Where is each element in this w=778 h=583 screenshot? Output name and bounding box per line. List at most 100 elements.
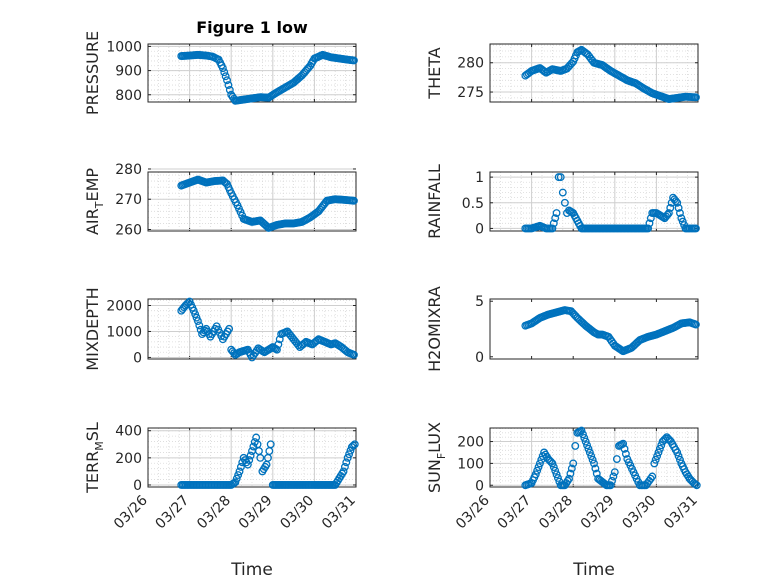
data-point [644,224,653,233]
data-point [654,448,663,457]
data-point [342,458,351,467]
data-point [232,474,241,483]
data-point [691,320,700,329]
axes-box [147,298,357,360]
axes-box [489,427,699,488]
data-point [676,209,684,217]
data-point [189,306,198,315]
data-point [266,440,275,449]
data-point [577,426,586,435]
data-point [349,196,358,205]
y-axis-label: PRESSURE [83,31,102,115]
data-point [673,198,682,207]
y-axis-label: H2OMIXRA [425,286,444,372]
axes-box [489,298,699,360]
data-point [591,464,600,473]
data-point [193,317,202,326]
data-point [581,437,590,446]
data-point [592,469,601,478]
x-tick-label: 03/29 [578,493,618,533]
y-tick-label: 0 [475,221,484,237]
x-tick-label: 03/31 [661,493,701,533]
y-tick-label: 200 [457,435,484,451]
y-axis-label: RAINFALL [425,164,444,239]
data-point [339,467,348,476]
y-tick-label: 0 [475,350,484,366]
data-point [549,463,558,471]
data-point [349,350,358,359]
x-tick-label: 03/28 [194,493,234,533]
data-point [648,472,657,481]
y-tick-label: 900 [115,64,142,80]
data-point [254,447,263,456]
y-tick-label: 800 [115,88,142,104]
y-axis-label: SUNFLUX [425,422,448,493]
y-tick-label: 2000 [106,298,142,314]
data-point [551,466,560,475]
data-point [663,210,672,219]
y-tick-label: 0.5 [462,196,484,212]
data-point [274,340,283,349]
x-axis-label-right: Time [572,560,615,580]
y-tick-label: 100 [457,456,484,472]
y-tick-label: 5 [475,294,484,310]
data-point [674,203,683,212]
x-tick-label: 03/31 [319,493,359,533]
data-point [691,224,700,233]
data-point [606,481,615,490]
data-point [221,72,230,81]
subplot-theta: 275 280 THETA [425,43,700,104]
data-point [218,64,227,73]
data-point [249,442,258,451]
data-point [248,447,256,456]
y-tick-label: 260 [115,222,142,238]
y-tick-label: 0 [133,350,142,366]
y-tick-label: 1000 [106,39,142,55]
data-point [225,324,234,333]
data-point [548,459,557,468]
y-axis-label: MIXDEPTH [83,287,102,370]
data-point [655,444,664,453]
data-point [653,452,662,461]
data-point [273,345,281,354]
data-point [534,463,543,471]
data-point [567,464,576,473]
data-point [691,93,700,102]
data-point [223,76,231,85]
y-tick-label: 270 [115,192,142,208]
data-point [691,480,700,489]
data-point [608,476,616,485]
x-tick-label: 03/27 [153,493,193,533]
data-point [191,310,200,319]
data-point [585,448,594,457]
x-axis-label-left: Time [230,560,273,580]
axes-box [489,171,699,232]
data-point [350,440,359,449]
data-point [531,470,540,479]
data-point [583,441,592,450]
data-point [590,459,598,468]
data-point [612,455,621,463]
x-tick-label: 03/26 [111,492,151,532]
x-tick-label: 03/29 [236,493,276,533]
data-point [558,188,567,197]
data-point [556,173,565,182]
data-point [619,439,628,448]
data-point [673,448,682,457]
data-point [551,214,560,223]
y-tick-label: 1000 [106,324,142,340]
data-point [566,469,575,478]
data-point [192,313,201,322]
subplot-rainfall: 0 0.5 1 RAINFALL [425,164,700,239]
data-point [195,321,204,330]
data-point [552,209,561,217]
x-tick-label: 03/28 [536,493,576,533]
y-axis-label: AIRTEMP [83,168,106,235]
data-point [236,462,245,471]
data-point [588,455,597,464]
x-tick-label: 03/26 [453,492,493,532]
data-point [609,472,618,481]
